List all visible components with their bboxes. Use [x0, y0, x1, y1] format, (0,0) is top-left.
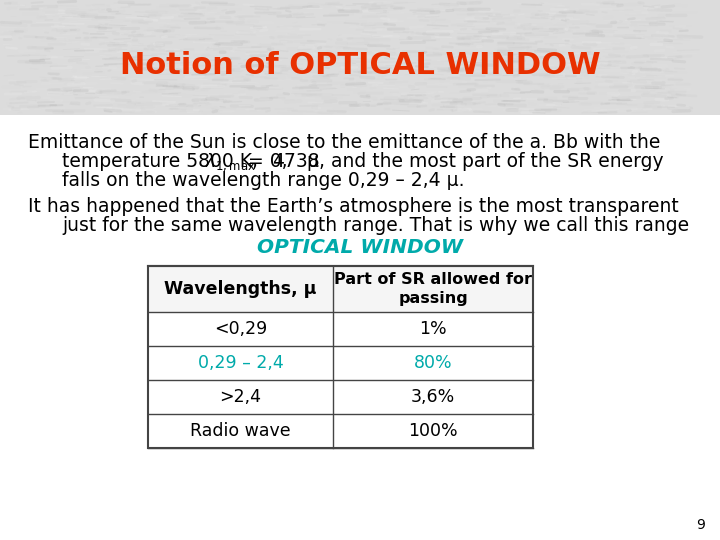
Bar: [148, 266, 533, 448]
Text: 80%: 80%: [414, 354, 452, 372]
Text: 9: 9: [696, 518, 705, 532]
Bar: [0, 0, 720, 115]
Text: 100%: 100%: [408, 422, 458, 440]
Text: Part of SR allowed for
passing: Part of SR allowed for passing: [334, 272, 532, 306]
Text: temperature 5800 K,: temperature 5800 K,: [62, 152, 258, 171]
Text: falls on the wavelength range 0,29 – 2,4 μ.: falls on the wavelength range 0,29 – 2,4…: [62, 171, 464, 190]
Text: $\lambda_{1,\mathrm{max}}$: $\lambda_{1,\mathrm{max}}$: [205, 151, 256, 173]
Text: Notion of OPTICAL WINDOW: Notion of OPTICAL WINDOW: [120, 51, 600, 79]
Text: 3,6%: 3,6%: [411, 388, 455, 406]
Text: μ, and the most part of the SR energy: μ, and the most part of the SR energy: [307, 152, 664, 171]
Text: It has happened that the Earth’s atmosphere is the most transparent: It has happened that the Earth’s atmosph…: [28, 197, 679, 216]
Text: Emittance of the Sun is close to the emittance of the a. Bb with the: Emittance of the Sun is close to the emi…: [28, 133, 660, 152]
Text: >2,4: >2,4: [220, 388, 261, 406]
Text: 0,29 – 2,4: 0,29 – 2,4: [197, 354, 284, 372]
Text: Radio wave: Radio wave: [190, 422, 291, 440]
Bar: [148, 266, 533, 448]
Text: 4738: 4738: [272, 152, 320, 171]
Bar: [148, 266, 533, 312]
Text: <0,29: <0,29: [214, 320, 267, 338]
Text: Wavelengths, μ: Wavelengths, μ: [164, 280, 317, 298]
Text: just for the same wavelength range. That is why we call this range: just for the same wavelength range. That…: [62, 216, 689, 235]
Text: OPTICAL WINDOW: OPTICAL WINDOW: [257, 238, 463, 257]
Text: 1%: 1%: [419, 320, 447, 338]
Text: = 0,: = 0,: [248, 152, 287, 171]
